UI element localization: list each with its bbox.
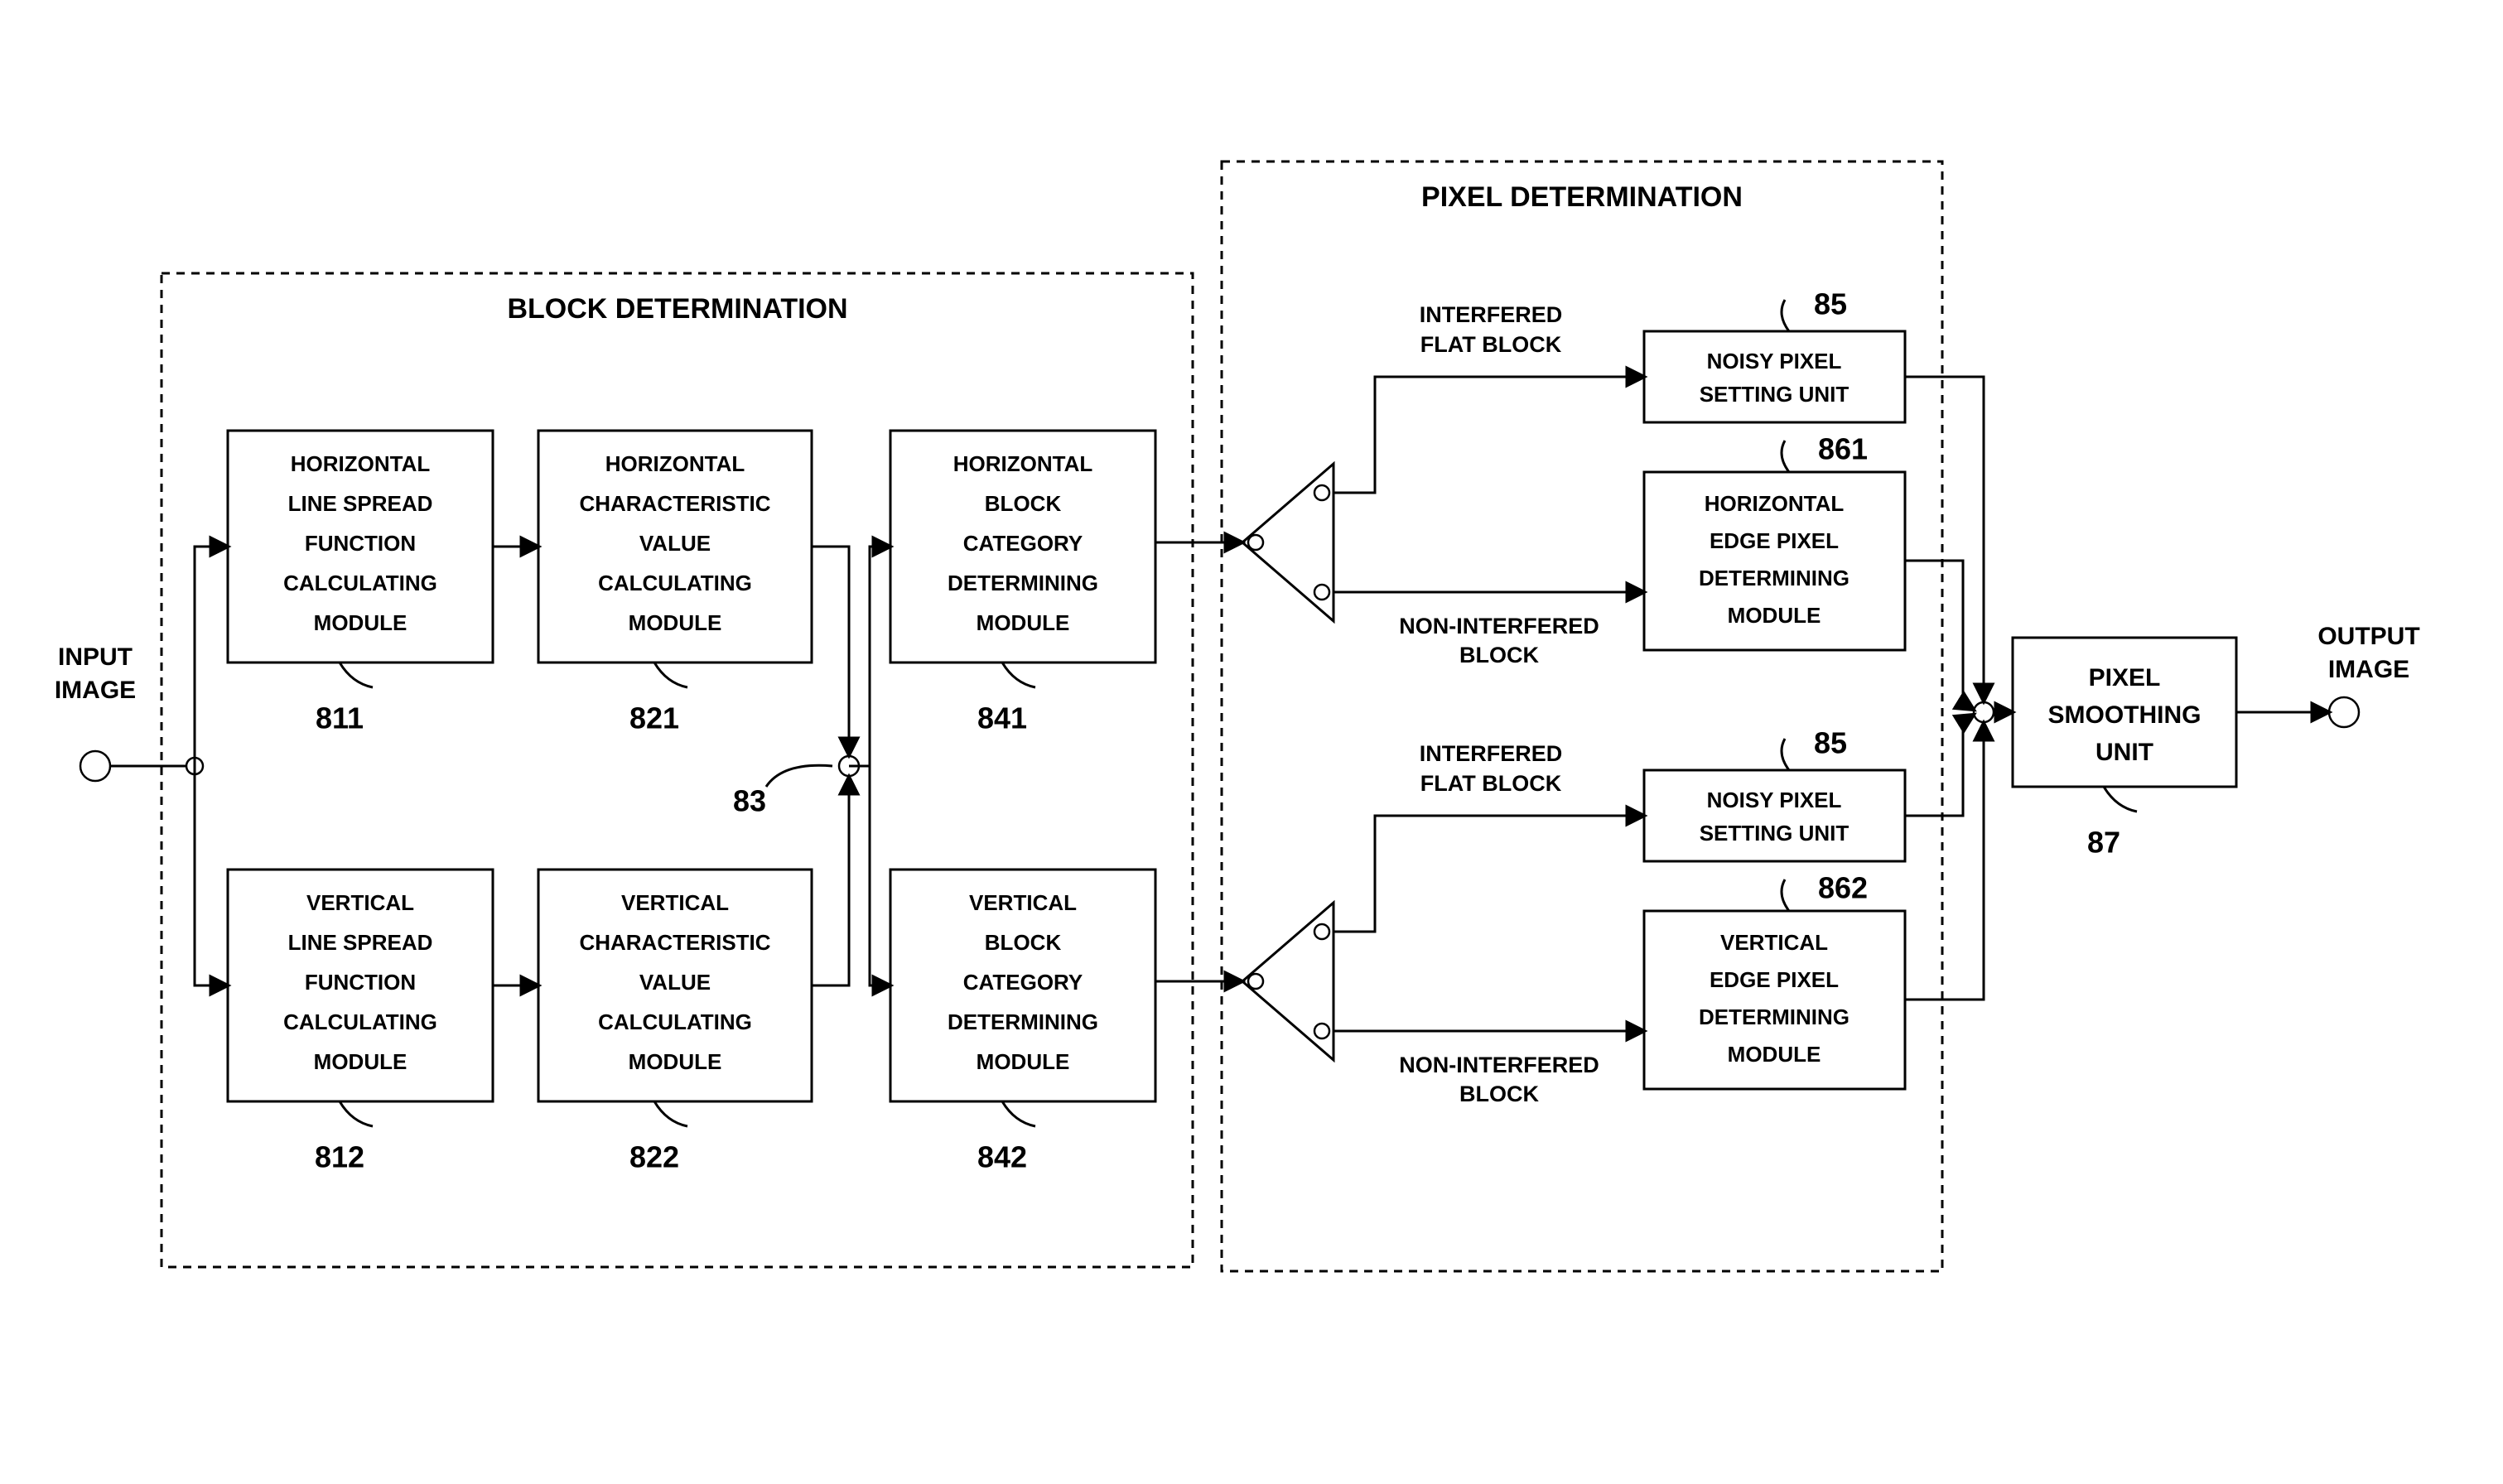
ref-841: 841 xyxy=(977,701,1027,735)
svg-text:CALCULATING: CALCULATING xyxy=(283,571,437,595)
svg-text:HORIZONTAL: HORIZONTAL xyxy=(953,451,1093,476)
svg-text:VERTICAL: VERTICAL xyxy=(306,890,414,915)
svg-text:MODULE: MODULE xyxy=(314,610,408,635)
edge-label-nib1-l1: NON-INTERFERED xyxy=(1399,614,1599,638)
svg-text:VERTICAL: VERTICAL xyxy=(969,890,1077,915)
svg-text:LINE SPREAD: LINE SPREAD xyxy=(288,930,433,955)
group-block-determination xyxy=(162,273,1193,1267)
svg-text:VALUE: VALUE xyxy=(639,531,711,556)
svg-text:BLOCK: BLOCK xyxy=(985,491,1062,516)
ref-861: 861 xyxy=(1818,432,1868,466)
box-822: VERTICAL CHARACTERISTIC VALUE CALCULATIN… xyxy=(538,870,812,1101)
svg-text:CHARACTERISTIC: CHARACTERISTIC xyxy=(579,930,770,955)
svg-text:EDGE PIXEL: EDGE PIXEL xyxy=(1710,528,1839,553)
box-841: HORIZONTAL BLOCK CATEGORY DETERMINING MO… xyxy=(890,431,1155,662)
group-pixel-determination xyxy=(1222,161,1942,1271)
ref-842: 842 xyxy=(977,1140,1027,1174)
svg-text:MODULE: MODULE xyxy=(1728,603,1821,628)
ref-821: 821 xyxy=(629,701,679,735)
svg-text:MODULE: MODULE xyxy=(629,1049,722,1074)
svg-text:CATEGORY: CATEGORY xyxy=(963,970,1083,995)
svg-text:CALCULATING: CALCULATING xyxy=(283,1009,437,1034)
box-85b: NOISY PIXEL SETTING UNIT xyxy=(1644,770,1905,861)
svg-text:CALCULATING: CALCULATING xyxy=(598,1009,752,1034)
input-terminal xyxy=(80,751,110,781)
input-label-line1: INPUT xyxy=(58,643,133,671)
svg-text:PIXEL: PIXEL xyxy=(2089,664,2161,691)
box-821: HORIZONTAL CHARACTERISTIC VALUE CALCULAT… xyxy=(538,431,812,662)
group-block-determination-title: BLOCK DETERMINATION xyxy=(507,293,847,325)
svg-text:CALCULATING: CALCULATING xyxy=(598,571,752,595)
ref-85a: 85 xyxy=(1814,287,1847,321)
svg-text:EDGE PIXEL: EDGE PIXEL xyxy=(1710,967,1839,992)
box-862: VERTICAL EDGE PIXEL DETERMINING MODULE xyxy=(1644,911,1905,1089)
svg-text:VALUE: VALUE xyxy=(639,970,711,995)
edge-label-ifb1-l1: INTERFERED xyxy=(1420,302,1563,327)
output-terminal xyxy=(2329,697,2359,727)
svg-text:NOISY PIXEL: NOISY PIXEL xyxy=(1707,788,1842,812)
svg-text:FUNCTION: FUNCTION xyxy=(305,970,416,995)
ref-812: 812 xyxy=(315,1140,364,1174)
svg-text:HORIZONTAL: HORIZONTAL xyxy=(291,451,431,476)
diagram-canvas: BLOCK DETERMINATION HORIZONTAL LINE SPRE… xyxy=(0,0,2503,1484)
svg-text:HORIZONTAL: HORIZONTAL xyxy=(1705,491,1845,516)
svg-text:MODULE: MODULE xyxy=(1728,1042,1821,1067)
svg-text:SETTING UNIT: SETTING UNIT xyxy=(1700,382,1850,407)
svg-text:MODULE: MODULE xyxy=(314,1049,408,1074)
svg-text:DETERMINING: DETERMINING xyxy=(1699,566,1850,590)
svg-text:LINE SPREAD: LINE SPREAD xyxy=(288,491,433,516)
svg-text:MODULE: MODULE xyxy=(977,610,1070,635)
merge-node xyxy=(1974,702,1994,722)
svg-text:UNIT: UNIT xyxy=(2095,739,2153,766)
ref-87: 87 xyxy=(2087,826,2120,860)
ref-811: 811 xyxy=(316,701,364,735)
box-811: HORIZONTAL LINE SPREAD FUNCTION CALCULAT… xyxy=(228,431,493,662)
box-861: HORIZONTAL EDGE PIXEL DETERMINING MODULE xyxy=(1644,472,1905,650)
edge-label-ifb2-l2: FLAT BLOCK xyxy=(1420,771,1562,796)
box-87: PIXEL SMOOTHING UNIT xyxy=(2013,638,2236,787)
svg-text:MODULE: MODULE xyxy=(977,1049,1070,1074)
ref-85b: 85 xyxy=(1814,726,1847,760)
edge-label-nib2-l2: BLOCK xyxy=(1459,1082,1539,1106)
edge-label-ifb2-l1: INTERFERED xyxy=(1420,741,1563,766)
svg-text:VERTICAL: VERTICAL xyxy=(1720,930,1828,955)
ref-862: 862 xyxy=(1818,871,1868,905)
svg-text:SETTING UNIT: SETTING UNIT xyxy=(1700,821,1850,846)
svg-text:BLOCK: BLOCK xyxy=(985,930,1062,955)
svg-text:NOISY PIXEL: NOISY PIXEL xyxy=(1707,349,1842,373)
edge-label-nib1-l2: BLOCK xyxy=(1459,643,1539,667)
svg-text:DETERMINING: DETERMINING xyxy=(1699,1005,1850,1029)
output-label-line2: IMAGE xyxy=(2328,656,2409,683)
edge-label-nib2-l1: NON-INTERFERED xyxy=(1399,1053,1599,1077)
group-pixel-determination-title: PIXEL DETERMINATION xyxy=(1421,181,1743,213)
svg-text:CHARACTERISTIC: CHARACTERISTIC xyxy=(579,491,770,516)
input-label-line2: IMAGE xyxy=(55,677,136,704)
svg-text:MODULE: MODULE xyxy=(629,610,722,635)
box-85a: NOISY PIXEL SETTING UNIT xyxy=(1644,331,1905,422)
edge-label-ifb1-l2: FLAT BLOCK xyxy=(1420,332,1562,357)
box-842: VERTICAL BLOCK CATEGORY DETERMINING MODU… xyxy=(890,870,1155,1101)
svg-text:HORIZONTAL: HORIZONTAL xyxy=(605,451,745,476)
output-label-line1: OUTPUT xyxy=(2317,623,2419,650)
ref-822: 822 xyxy=(629,1140,679,1174)
svg-text:CATEGORY: CATEGORY xyxy=(963,531,1083,556)
svg-text:DETERMINING: DETERMINING xyxy=(948,571,1098,595)
svg-text:VERTICAL: VERTICAL xyxy=(621,890,729,915)
svg-text:FUNCTION: FUNCTION xyxy=(305,531,416,556)
ref-83: 83 xyxy=(733,784,766,818)
svg-text:SMOOTHING: SMOOTHING xyxy=(2048,701,2202,729)
svg-text:DETERMINING: DETERMINING xyxy=(948,1009,1098,1034)
box-812: VERTICAL LINE SPREAD FUNCTION CALCULATIN… xyxy=(228,870,493,1101)
